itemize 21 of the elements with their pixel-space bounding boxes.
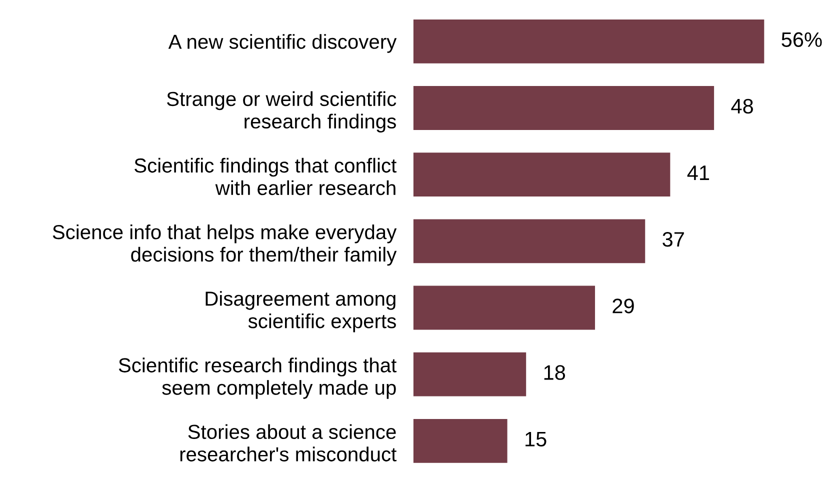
- data-label: 56%: [782, 32, 822, 48]
- bar: [413, 286, 596, 330]
- bar: [413, 19, 764, 64]
- bar: [413, 418, 508, 463]
- y-tick-label: Strange or weird scientific research findings: [167, 91, 396, 133]
- y-tick-label: A new scientific discovery: [168, 34, 397, 53]
- y-tick-label: Disagreement among scientific experts: [206, 291, 396, 332]
- data-label: 41: [687, 166, 710, 180]
- bar: [413, 86, 714, 130]
- y-tick-label: Scientific findings that conflict with earlier research: [134, 158, 397, 196]
- bar: [413, 219, 646, 264]
- data-label: 18: [544, 365, 566, 380]
- data-label: 15: [526, 432, 546, 447]
- y-tick-label: Stories about a science researcher's misconduct: [180, 424, 397, 462]
- bar: [413, 152, 670, 197]
- data-label: 48: [731, 98, 753, 114]
- y-tick-label: Science info that helps make everyday decisions for them/their family: [52, 224, 397, 266]
- y-tick-label: Scientific research findings that seem completely made up: [118, 358, 397, 399]
- bar: [413, 352, 526, 396]
- data-label: 37: [662, 232, 684, 247]
- data-label: 29: [612, 298, 634, 314]
